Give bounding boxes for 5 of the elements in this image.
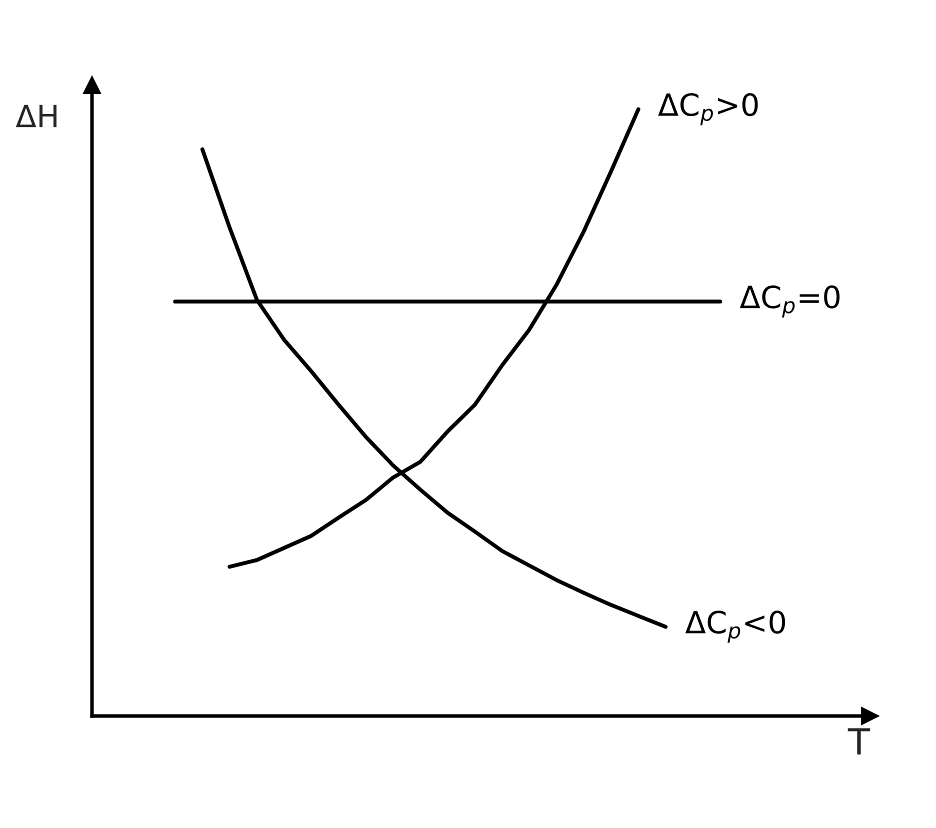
series-label: ΔC$_{p}$>0 (658, 93, 758, 126)
y-axis-title: ΔH (16, 104, 56, 128)
x-axis-title: T (848, 728, 870, 755)
series-label: ΔC$_{p}$<0 (685, 610, 786, 643)
series-label: ΔC$_{p}$=0 (740, 285, 840, 318)
